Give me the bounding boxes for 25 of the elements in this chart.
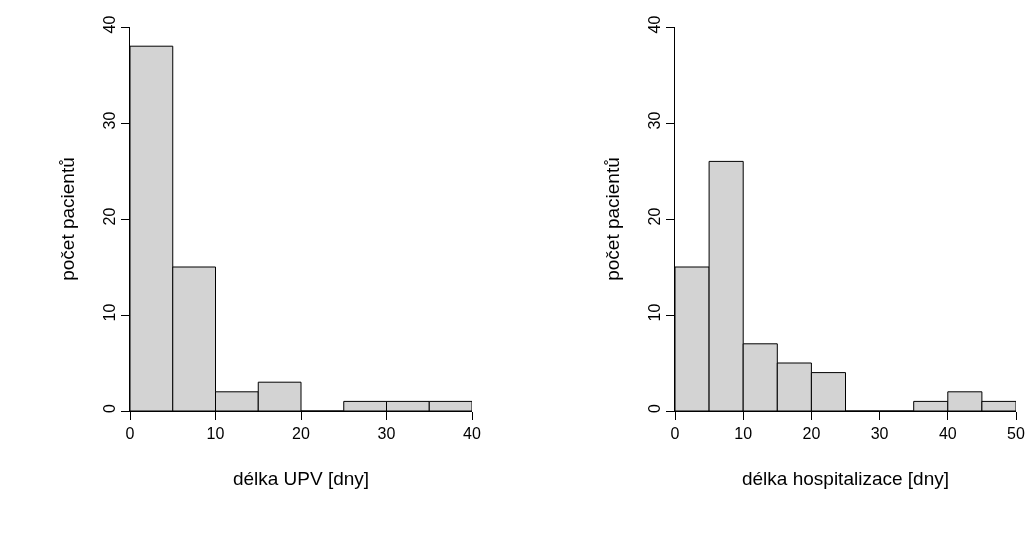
x-tick-label: 50 [1007,425,1025,443]
x-tick-label: 10 [734,425,753,443]
y-tick-label: 0 [645,404,663,414]
y-axis-title: počet pacientů [602,157,624,281]
y-tick-label: 10 [100,303,118,322]
x-tick-label: 10 [206,425,225,443]
y-tick-label: 30 [100,111,118,130]
x-tick-label: 20 [802,425,821,443]
y-tick-label: 40 [100,15,118,34]
y-tick-label: 20 [100,207,118,226]
x-tick-label: 0 [670,425,680,443]
y-axis-title: počet pacientů [57,157,79,281]
y-tick-label: 30 [645,111,663,130]
x-tick-label: 0 [125,425,135,443]
x-tick-label: 20 [292,425,310,443]
x-tick-label: 40 [463,425,481,443]
x-axis-title: délka UPV [dny] [232,468,370,489]
x-axis-title: délka hospitalizace [dny] [741,468,950,489]
y-tick-label: 0 [100,404,118,414]
y-tick-label: 10 [645,303,663,322]
x-tick-label: 30 [377,425,396,443]
x-tick-label: 30 [870,425,889,443]
y-tick-label: 40 [645,15,663,34]
x-tick-label: 40 [938,425,957,443]
y-tick-label: 20 [645,207,663,226]
